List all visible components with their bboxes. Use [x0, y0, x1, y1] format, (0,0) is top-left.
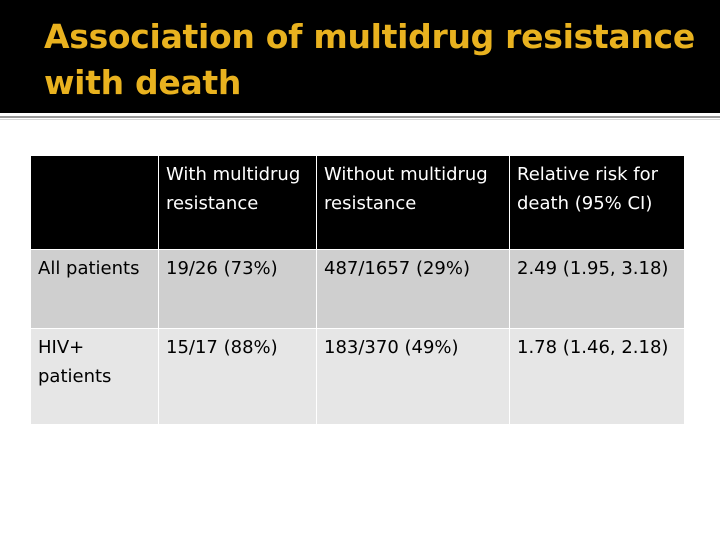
row-label-cell: HIV+ patients [30, 328, 159, 425]
header-cell-relative-risk: Relative risk for death (95% CI) [509, 155, 685, 250]
table-header-row: With multidrug resistance Without multid… [30, 155, 685, 250]
with-mdr-cell: 19/26 (73%) [158, 249, 317, 329]
title-divider-light [0, 119, 720, 120]
with-mdr-cell: 15/17 (88%) [158, 328, 317, 425]
row-label-cell: All patients [30, 249, 159, 329]
relative-risk-cell: 2.49 (1.95, 3.18) [509, 249, 685, 329]
header-cell-empty [30, 155, 159, 250]
without-mdr-cell: 183/370 (49%) [316, 328, 510, 425]
results-table: With multidrug resistance Without multid… [30, 155, 685, 425]
header-cell-with-mdr: With multidrug resistance [158, 155, 317, 250]
title-divider [0, 116, 720, 118]
table-row: HIV+ patients 15/17 (88%) 183/370 (49%) … [30, 328, 685, 425]
relative-risk-cell: 1.78 (1.46, 2.18) [509, 328, 685, 425]
header-cell-without-mdr: Without multidrug resistance [316, 155, 510, 250]
title-bar: Association of multidrug resistance with… [0, 0, 720, 113]
slide-title: Association of multidrug resistance with… [44, 17, 695, 102]
table-row: All patients 19/26 (73%) 487/1657 (29%) … [30, 249, 685, 329]
without-mdr-cell: 487/1657 (29%) [316, 249, 510, 329]
